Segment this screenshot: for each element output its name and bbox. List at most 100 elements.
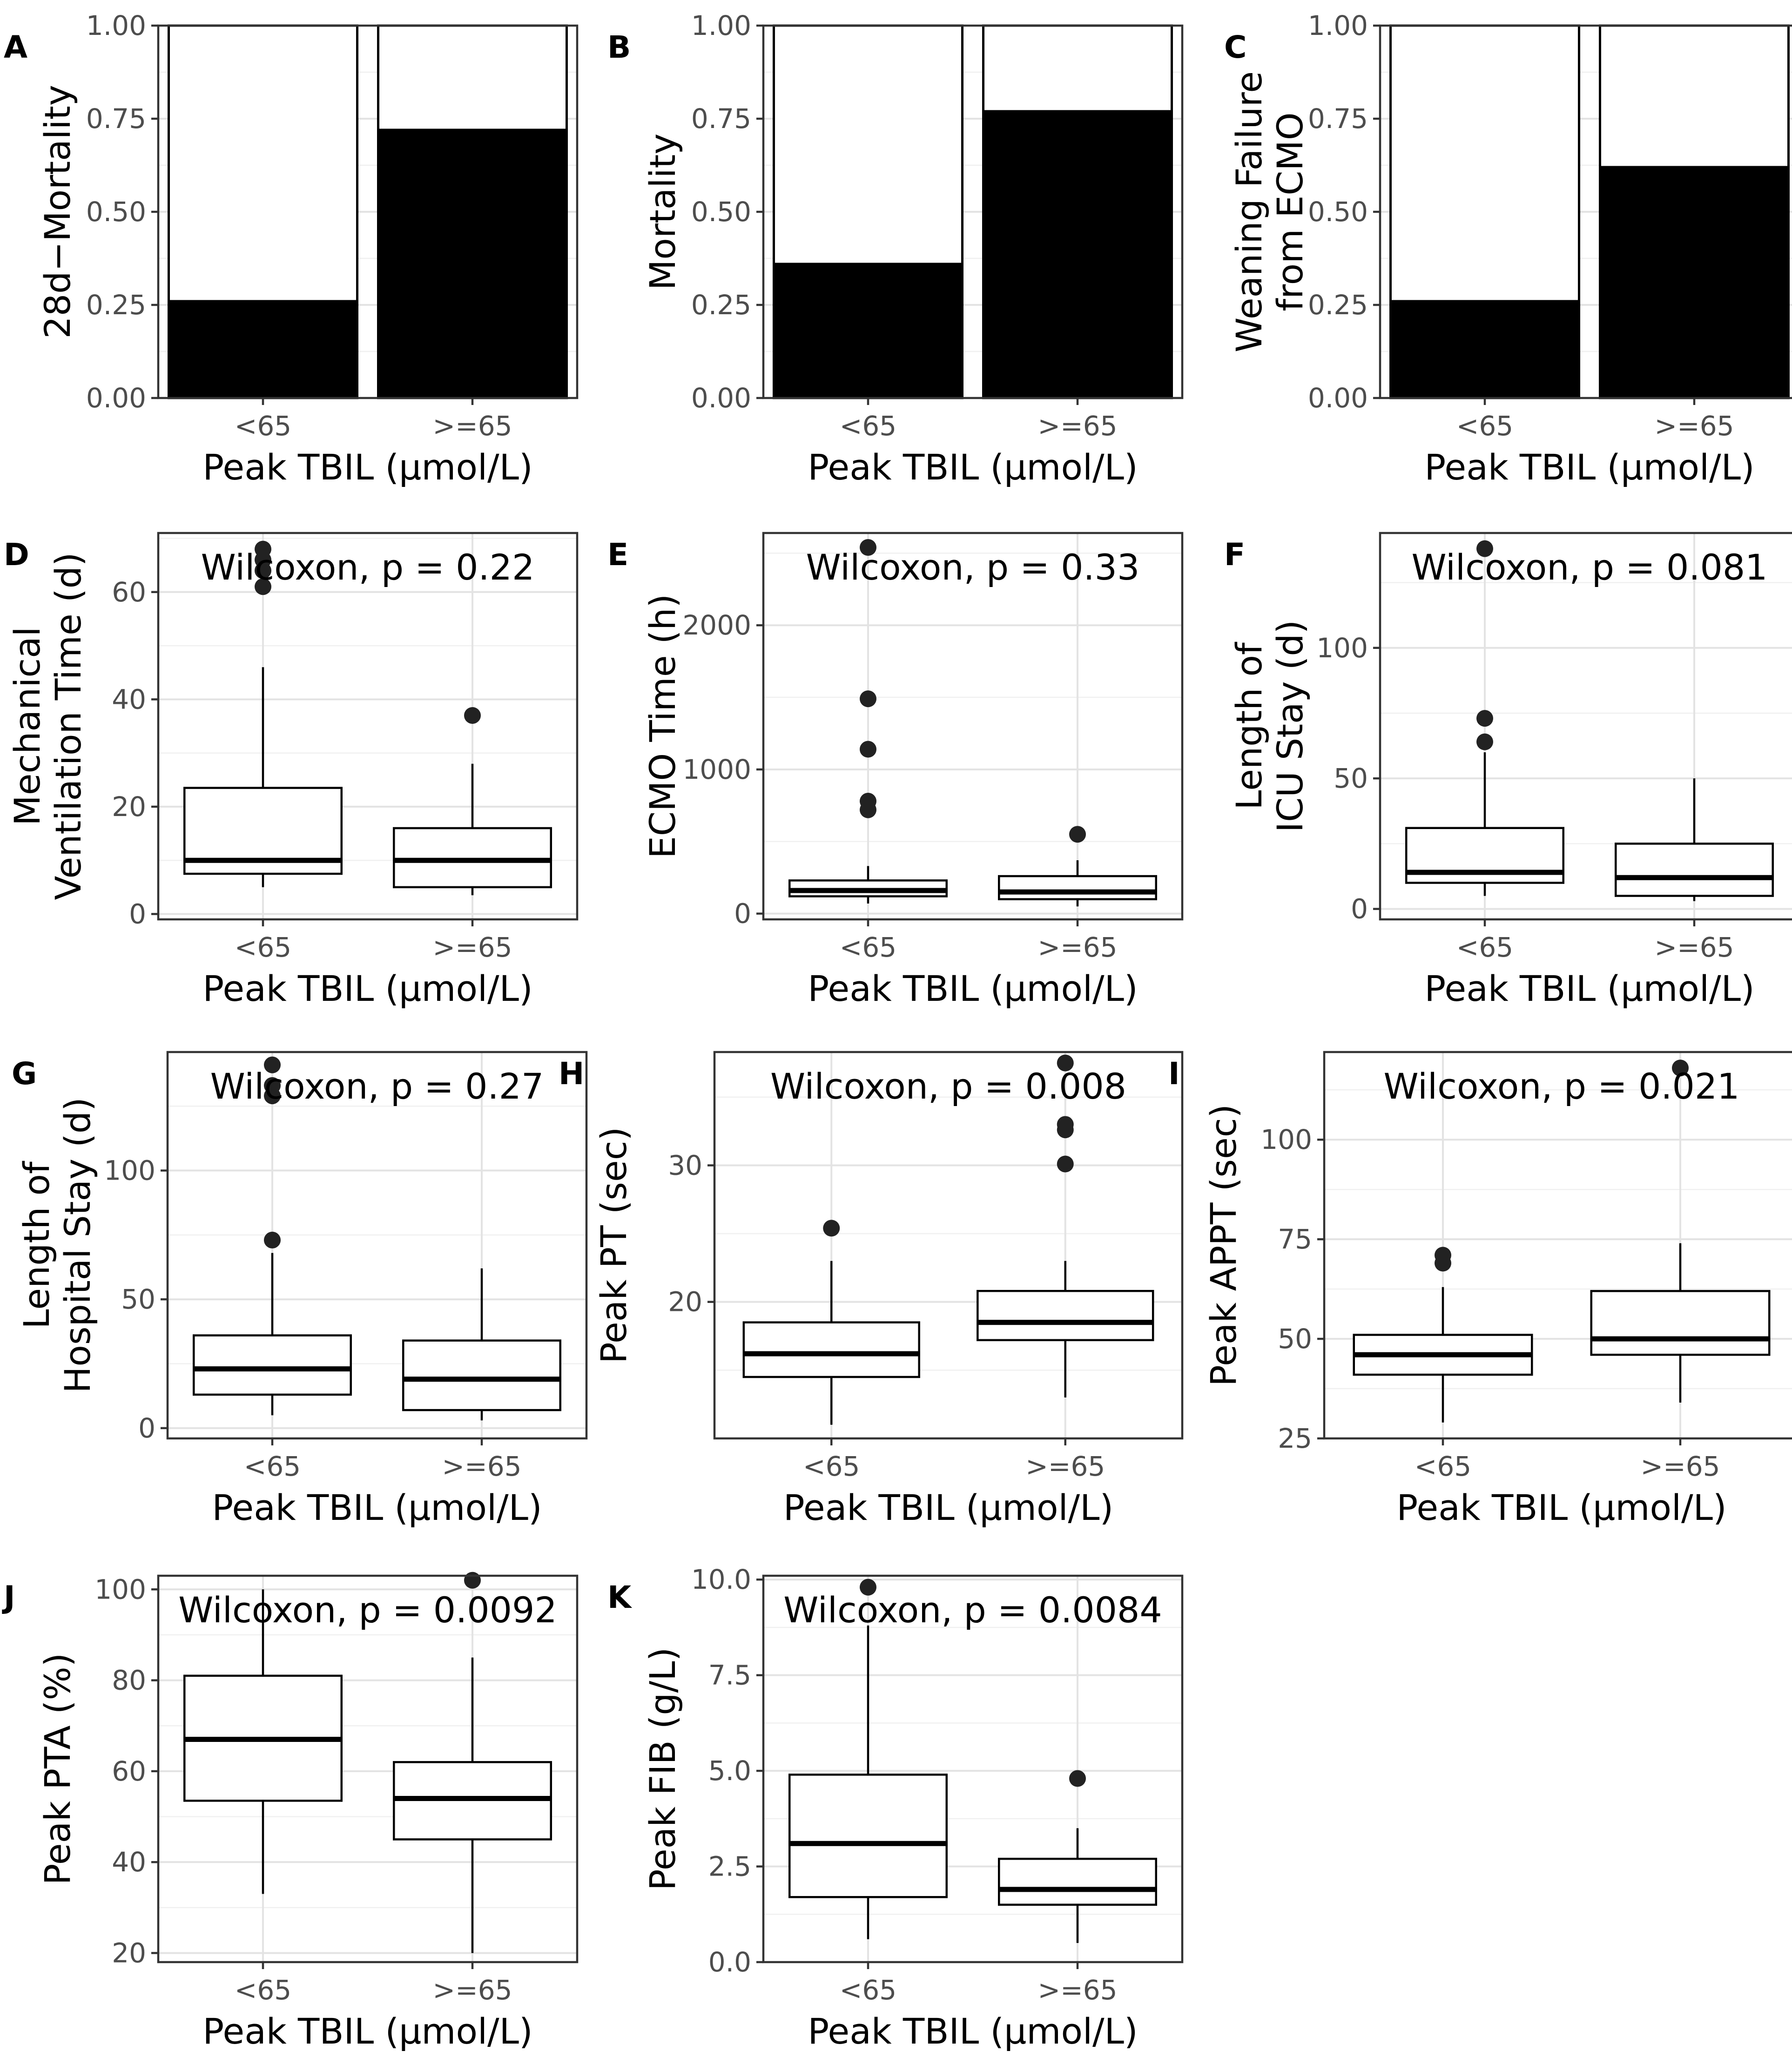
x-tick-label: <65 xyxy=(840,410,896,442)
panel-letter: D xyxy=(4,537,29,573)
wilcoxon-annotation: Wilcoxon, p = 0.0092 xyxy=(178,1589,557,1631)
outlier-point xyxy=(264,1056,281,1073)
y-tick-label: 0.00 xyxy=(86,382,146,414)
y-tick-label: 50 xyxy=(1334,762,1368,794)
panel-letter: F xyxy=(1224,537,1245,573)
panel-letter: A xyxy=(4,29,27,65)
y-tick-label: 0.50 xyxy=(691,196,751,228)
box-lt65 xyxy=(788,1774,948,1898)
box-ge65 xyxy=(1590,1290,1771,1356)
panel-e: 0 1000 2000 <65 >=65 Peak TBIL (μmol/L) ECMO T… xyxy=(607,532,1184,1009)
panel-h: 20 30 <65 >=65 Peak TBIL (μmol/L) Peak PT (se… xyxy=(559,1051,1184,1528)
y-tick-label: 0.00 xyxy=(1308,382,1368,414)
y-tick-label: 30 xyxy=(668,1149,702,1181)
plot-frame xyxy=(713,1051,1184,1440)
panel-letter: G xyxy=(12,1056,37,1092)
y-axis-title: Hospital Stay (d) xyxy=(57,1097,98,1393)
y-tick-label: 0.50 xyxy=(86,196,146,228)
panel-letter: B xyxy=(607,29,631,65)
x-axis-title: Peak TBIL (μmol/L) xyxy=(212,1487,542,1528)
panel-k: 0.0 2.5 5.0 7.5 10.0 <65 >=65 Peak TBIL (μmol/L… xyxy=(607,1564,1184,2052)
outlier-point xyxy=(1435,1247,1451,1264)
box-ge65 xyxy=(393,827,552,889)
x-axis-title: Peak TBIL (μmol/L) xyxy=(1396,1487,1726,1528)
outlier-point xyxy=(860,741,876,758)
box-lt65 xyxy=(193,1334,352,1396)
x-tick-label: <65 xyxy=(1456,931,1513,963)
y-tick-label: 100 xyxy=(104,1155,155,1187)
y-tick-label: 0.75 xyxy=(691,103,751,135)
x-axis-title: Peak TBIL (μmol/L) xyxy=(783,1487,1113,1528)
x-tick-label: <65 xyxy=(1456,410,1513,442)
x-tick-label: >=65 xyxy=(1025,1451,1105,1482)
y-tick-label: 75 xyxy=(1278,1223,1312,1255)
plot-frame xyxy=(762,532,1184,921)
y-tick-label: 0 xyxy=(129,898,146,930)
plot-frame xyxy=(166,1051,588,1440)
outlier-point xyxy=(1672,1059,1689,1077)
panel-letter: J xyxy=(2,1579,15,1615)
y-tick-label: 2000 xyxy=(682,609,751,641)
box-ge65 xyxy=(402,1339,561,1411)
outlier-point xyxy=(1476,733,1493,750)
y-axis-title: Peak APPT (sec) xyxy=(1203,1104,1244,1386)
x-axis-title: Peak TBIL (μmol/L) xyxy=(202,2011,532,2052)
bar-no-event-ge65 xyxy=(1599,24,1790,169)
y-tick-label: 40 xyxy=(112,1846,146,1878)
y-tick-label: 50 xyxy=(1278,1323,1312,1355)
outlier-point xyxy=(255,540,271,558)
panel-letter: K xyxy=(607,1579,633,1615)
y-tick-label: 40 xyxy=(112,683,146,715)
y-tick-label: 0 xyxy=(1351,893,1368,925)
outlier-point xyxy=(1057,1155,1074,1173)
x-tick-label: <65 xyxy=(1415,1451,1471,1482)
outlier-point xyxy=(264,1077,281,1094)
y-tick-label: 7.5 xyxy=(708,1660,751,1691)
plot-background xyxy=(714,1052,1182,1438)
y-tick-label: 0.25 xyxy=(1308,289,1368,321)
y-axis-title: Peak PT (sec) xyxy=(593,1127,634,1363)
y-tick-label: 100 xyxy=(94,1573,146,1605)
y-tick-label: 25 xyxy=(1278,1423,1312,1454)
x-tick-label: >=65 xyxy=(1641,1451,1720,1482)
wilcoxon-annotation: Wilcoxon, p = 0.081 xyxy=(1411,547,1767,588)
y-tick-label: 0.50 xyxy=(1308,196,1368,228)
outlier-point xyxy=(860,793,876,810)
plot-frame xyxy=(157,532,579,921)
plot-frame xyxy=(157,1574,579,1964)
y-tick-label: 0.25 xyxy=(86,289,146,321)
y-axis-title: Length of xyxy=(1228,641,1270,810)
y-axis-title: from ECMO xyxy=(1269,112,1311,311)
outlier-point xyxy=(1057,1054,1074,1072)
x-tick-label: <65 xyxy=(803,1451,860,1482)
y-axis-title: Mechanical xyxy=(7,627,48,826)
y-tick-label: 0 xyxy=(138,1412,155,1444)
y-tick-label: 100 xyxy=(1260,1124,1312,1155)
panel-c: 0.00 0.25 0.50 0.75 1.00 <65 >=65 Peak TBIL (μm… xyxy=(1224,10,1792,488)
x-axis-title: Peak TBIL (μmol/L) xyxy=(808,446,1138,488)
box-ge65 xyxy=(998,1857,1157,1906)
x-axis-title: Peak TBIL (μmol/L) xyxy=(1424,446,1754,488)
x-tick-label: >=65 xyxy=(1038,931,1118,963)
x-tick-label: >=65 xyxy=(442,1451,522,1482)
plot-frame xyxy=(762,1574,1184,1964)
bar-event-lt65 xyxy=(773,263,963,399)
y-tick-label: 60 xyxy=(112,1755,146,1787)
outlier-point xyxy=(1057,1116,1074,1133)
outlier-point xyxy=(1476,710,1493,727)
x-axis-title: Peak TBIL (μmol/L) xyxy=(1424,968,1754,1009)
bar-event-lt65 xyxy=(1389,300,1580,399)
outlier-point xyxy=(264,1231,281,1248)
bar-event-ge65 xyxy=(377,128,568,399)
panel-b: 0.00 0.25 0.50 0.75 1.00 <65 >=65 Peak TBIL (μm… xyxy=(607,10,1184,488)
y-tick-label: 1.00 xyxy=(1308,10,1368,41)
outlier-point xyxy=(860,690,876,708)
y-tick-label: 10.0 xyxy=(691,1564,751,1595)
x-tick-label: >=65 xyxy=(1655,931,1734,963)
box-ge65 xyxy=(998,875,1157,900)
wilcoxon-annotation: Wilcoxon, p = 0.22 xyxy=(201,547,535,588)
plot-background xyxy=(763,533,1182,919)
x-axis-title: Peak TBIL (μmol/L) xyxy=(808,2011,1138,2052)
panel-letter: E xyxy=(607,537,628,573)
